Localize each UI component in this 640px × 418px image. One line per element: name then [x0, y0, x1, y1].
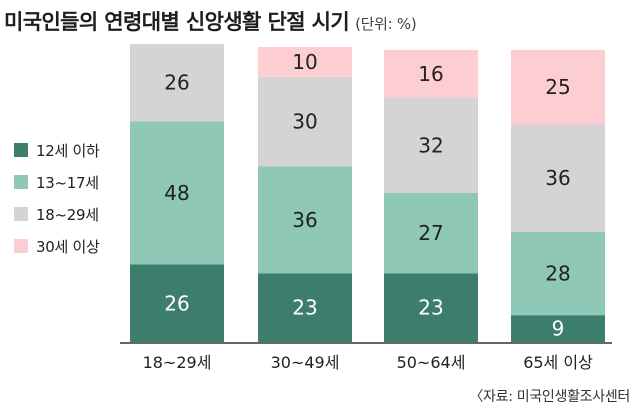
bar-segment-50-64세-12세-이하: [384, 273, 478, 342]
data-label-50-64세-18-29세: 32: [418, 133, 443, 157]
data-label-30-49세-12세-이하: 23: [292, 296, 317, 320]
bar-segment-50-64세-13-17세: [384, 193, 478, 274]
legend-item-12세-이하: 12세 이하: [14, 140, 100, 160]
x-tick-label-18-29세: 18~29세: [143, 353, 212, 372]
bar-segment-30-49세-30세-이상: [258, 46, 352, 77]
data-label-50-64세-30세-이상: 16: [418, 62, 443, 86]
chart-title-group: 미국인들의 연령대별 신앙생활 단절 시기 (단위: %): [4, 6, 417, 36]
data-label-18-29세-18-29세: 26: [164, 71, 189, 95]
legend-swatch: [14, 175, 28, 189]
legend-label: 12세 이하: [36, 141, 100, 160]
x-tick-label-30-49세: 30~49세: [271, 353, 340, 372]
data-label-65세-이상-12세-이하: 9: [552, 317, 565, 341]
data-label-18-29세-12세-이하: 26: [164, 291, 189, 315]
legend-item-13-17세: 13~17세: [14, 172, 99, 192]
bar-segment-30-49세-18-29세: [258, 76, 352, 167]
data-label-65세-이상-30세-이상: 25: [545, 75, 570, 99]
legend-swatch: [14, 207, 28, 221]
legend-item-18-29세: 18~29세: [14, 204, 99, 224]
data-label-30-49세-18-29세: 30: [292, 109, 317, 133]
x-tick-label-50-64세: 50~64세: [397, 353, 466, 372]
bar-segment-50-64세-30세-이상: [384, 49, 478, 98]
legend-swatch: [14, 143, 28, 157]
data-label-65세-이상-18-29세: 36: [545, 166, 570, 190]
legend-label: 30세 이상: [36, 237, 100, 256]
legend-label: 13~17세: [36, 173, 99, 192]
bar-segment-30-49세-12세-이하: [258, 273, 352, 342]
data-label-30-49세-30세-이상: 10: [292, 50, 317, 74]
data-label-50-64세-13-17세: 27: [418, 221, 443, 245]
bar-segment-50-64세-18-29세: [384, 97, 478, 193]
data-label-50-64세-12세-이하: 23: [418, 296, 443, 320]
bar-segment-65세-이상-30세-이상: [511, 49, 605, 125]
legend-item-30세-이상: 30세 이상: [14, 236, 100, 256]
bar-segment-18-29세-12세-이하: [130, 264, 224, 342]
bar-segment-18-29세-18-29세: [130, 44, 224, 122]
source-note: 〈자료: 미국인생활조사센터: [469, 389, 630, 405]
bar-segment-18-29세-13-17세: [130, 121, 224, 265]
data-label-65세-이상-13-17세: 28: [545, 261, 570, 285]
x-tick-label-65세-이상: 65세 이상: [523, 353, 593, 372]
bar-segment-65세-이상-12세-이하: [511, 315, 605, 342]
data-label-30-49세-13-17세: 36: [292, 208, 317, 232]
bar-segment-65세-이상-13-17세: [511, 231, 605, 316]
legend-swatch: [14, 239, 28, 253]
bar-segment-30-49세-13-17세: [258, 166, 352, 274]
chart-title: 미국인들의 연령대별 신앙생활 단절 시기: [4, 10, 350, 34]
bar-segment-65세-이상-18-29세: [511, 124, 605, 232]
legend-label: 18~29세: [36, 205, 99, 224]
data-label-18-29세-13-17세: 48: [164, 181, 189, 205]
unit-label: (단위: %): [355, 15, 417, 33]
